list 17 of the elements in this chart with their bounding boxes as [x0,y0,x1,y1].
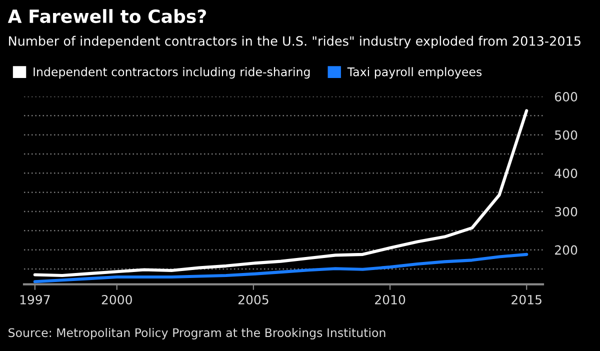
chart-title: A Farewell to Cabs? [8,9,206,24]
y-tick-label: 400 [554,168,578,178]
chart-subtitle: Number of independent contractors in the U.S. "rides" industry exploded from 2013-2015 [9,36,580,48]
legend-label: Independent contractors including ride-sharing [34,67,310,79]
x-tick-label: 2005 [238,294,268,304]
x-tick-label: 2015 [512,294,542,304]
x-tick-label: 2000 [102,294,132,304]
y-tick-label: 300 [555,206,578,216]
source-note: Source: Metropolitan Policy Program at the Brookings Institution [8,328,386,340]
x-tick-label: 2010 [375,294,406,304]
y-tick-label: 500 [555,130,578,140]
y-tick-label: 200 [555,245,578,255]
line-series [33,109,528,278]
y-tick-label: 600 [554,92,578,102]
x-tick-label: 1997 [20,294,50,304]
legend-label: Taxi payroll employees [347,67,482,79]
line-series [33,252,528,284]
